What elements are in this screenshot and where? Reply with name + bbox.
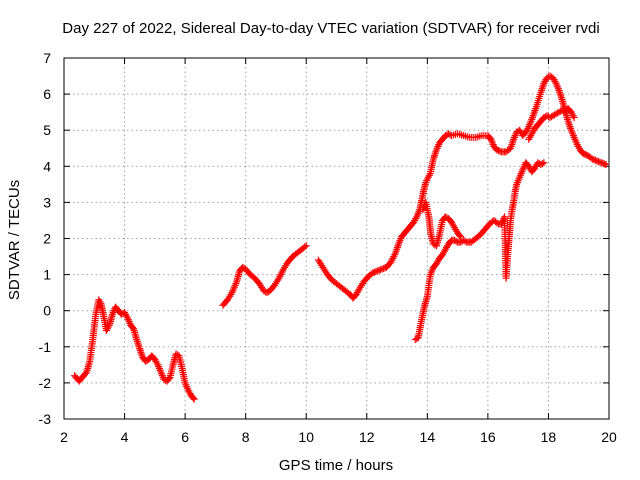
data-point [137, 348, 145, 356]
data-point [590, 156, 598, 164]
x-tick-label: 4 [121, 429, 129, 445]
data-point [588, 155, 596, 163]
data-point [461, 237, 469, 245]
data-point [593, 157, 601, 165]
x-tick-label: 20 [601, 429, 617, 445]
data-point [379, 265, 387, 273]
data-point [370, 268, 378, 276]
y-tick-label: 7 [43, 50, 51, 66]
data-point [565, 119, 573, 127]
data-point [373, 267, 381, 275]
data-point [82, 369, 90, 377]
y-tick-label: 2 [43, 231, 51, 247]
data-points [71, 72, 610, 403]
data-point [134, 339, 142, 347]
data-point [375, 266, 383, 274]
data-point [538, 160, 546, 168]
x-tick-label: 12 [359, 429, 375, 445]
x-tick-label: 18 [541, 429, 557, 445]
x-tick-label: 2 [60, 429, 68, 445]
data-point [599, 159, 607, 167]
x-tick-label: 16 [480, 429, 496, 445]
data-point [133, 337, 141, 345]
x-tick-label: 10 [298, 429, 314, 445]
data-point [579, 150, 587, 158]
chart-title: Day 227 of 2022, Sidereal Day-to-day VTE… [62, 20, 599, 37]
data-point [496, 147, 504, 155]
data-point [591, 156, 599, 164]
data-point [493, 219, 501, 227]
data-point [596, 158, 604, 166]
data-point [302, 242, 310, 250]
data-point [581, 150, 589, 158]
data-point [165, 375, 173, 383]
data-point [372, 268, 380, 276]
y-axis-label: SDTVAR / TECUs [6, 180, 23, 300]
y-tick-label: 1 [43, 267, 51, 283]
data-point [301, 243, 309, 251]
x-tick-label: 14 [420, 429, 436, 445]
data-point [133, 336, 141, 344]
data-point [189, 394, 197, 402]
y-tick-label: 0 [43, 303, 51, 319]
data-point [134, 341, 142, 349]
data-point [378, 265, 386, 273]
data-point [430, 153, 438, 161]
data-point [557, 94, 565, 102]
data-point [570, 114, 578, 122]
data-point [369, 269, 377, 277]
data-point [457, 233, 465, 241]
data-point [565, 121, 573, 129]
data-point [602, 160, 610, 168]
x-axis-label: GPS time / hours [279, 457, 393, 474]
data-point [494, 147, 502, 155]
data-point [594, 157, 602, 165]
data-point [452, 237, 460, 245]
data-point [190, 395, 198, 403]
data-point [600, 160, 608, 168]
y-tick-label: 4 [43, 158, 51, 174]
y-tick-label: 5 [43, 122, 51, 138]
x-tick-label: 8 [242, 429, 250, 445]
data-point [493, 146, 501, 154]
data-point [597, 159, 605, 167]
x-axis: 2 4 6 8 10 12 14 16 18 20 [60, 58, 617, 445]
y-tick-label: -1 [39, 339, 52, 355]
data-point [564, 117, 572, 125]
data-point [135, 343, 143, 351]
y-tick-label: 3 [43, 194, 51, 210]
y-tick-label: -3 [39, 411, 52, 427]
data-point [376, 266, 384, 274]
x-tick-label: 6 [181, 429, 189, 445]
data-point [136, 345, 144, 353]
grid [64, 58, 609, 419]
data-point [129, 324, 137, 332]
data-point [557, 92, 565, 100]
y-tick-label: 6 [43, 86, 51, 102]
y-tick-label: -2 [39, 375, 52, 391]
data-point [540, 159, 548, 167]
data-point [431, 151, 439, 159]
data-point [456, 231, 464, 239]
data-point [136, 346, 144, 354]
